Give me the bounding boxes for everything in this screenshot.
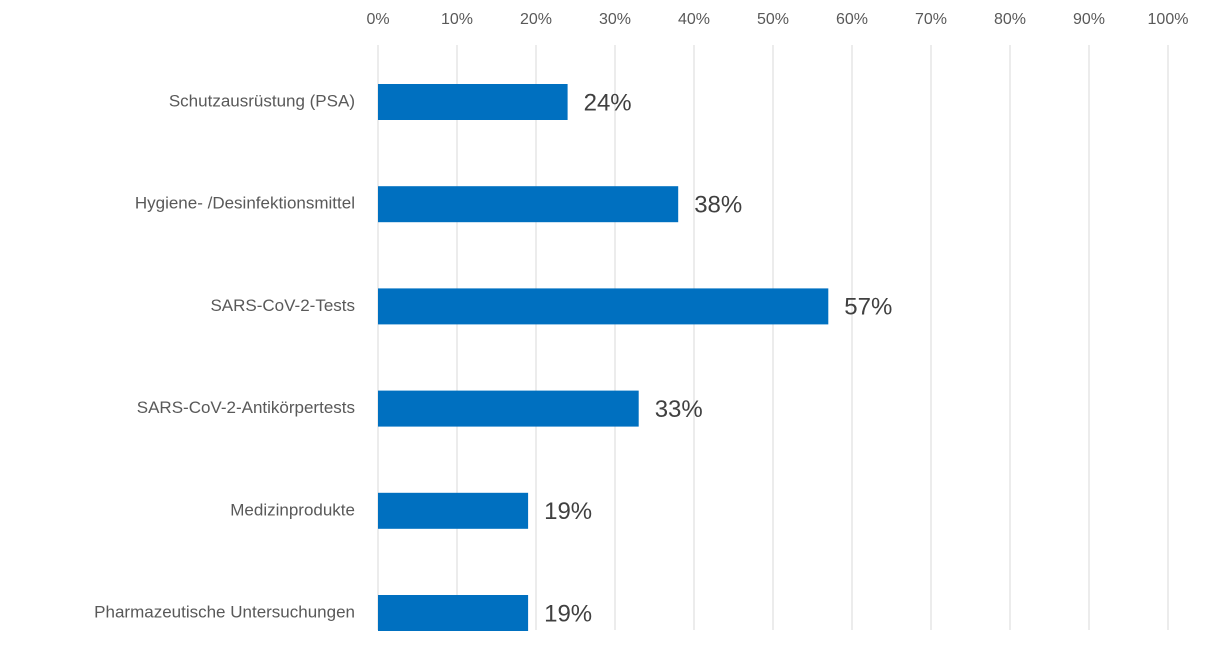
- data-label: 57%: [844, 294, 892, 321]
- bar: [378, 288, 829, 325]
- x-tick-label: 60%: [836, 11, 868, 28]
- data-label: 19%: [544, 600, 592, 627]
- x-tick-label: 40%: [678, 11, 710, 28]
- x-tick-label: 10%: [441, 11, 473, 28]
- data-label: 19%: [544, 498, 592, 525]
- x-tick-label: 20%: [520, 11, 552, 28]
- bar: [378, 492, 529, 529]
- x-tick-label: 100%: [1148, 11, 1189, 28]
- y-tick-label: Medizinprodukte: [230, 500, 355, 519]
- y-tick-label: Pharmazeutische Untersuchungen: [94, 602, 355, 621]
- data-label: 33%: [655, 396, 703, 423]
- x-tick-label: 90%: [1073, 11, 1105, 28]
- y-tick-label: SARS-CoV-2-Tests: [210, 296, 355, 315]
- data-label: 38%: [694, 192, 742, 219]
- x-tick-label: 30%: [599, 11, 631, 28]
- x-tick-label: 70%: [915, 11, 947, 28]
- data-label: 24%: [584, 89, 632, 116]
- bar: [378, 390, 639, 427]
- x-tick-label: 80%: [994, 11, 1026, 28]
- bar: [378, 84, 568, 120]
- x-tick-label: 0%: [366, 11, 389, 28]
- bar: [378, 186, 679, 223]
- x-tick-label: 50%: [757, 11, 789, 28]
- y-tick-label: Schutzausrüstung (PSA): [169, 91, 355, 110]
- bar: [378, 595, 529, 631]
- y-tick-label: SARS-CoV-2-Antikörpertests: [137, 398, 355, 417]
- y-tick-label: Hygiene- /Desinfektionsmittel: [135, 194, 355, 213]
